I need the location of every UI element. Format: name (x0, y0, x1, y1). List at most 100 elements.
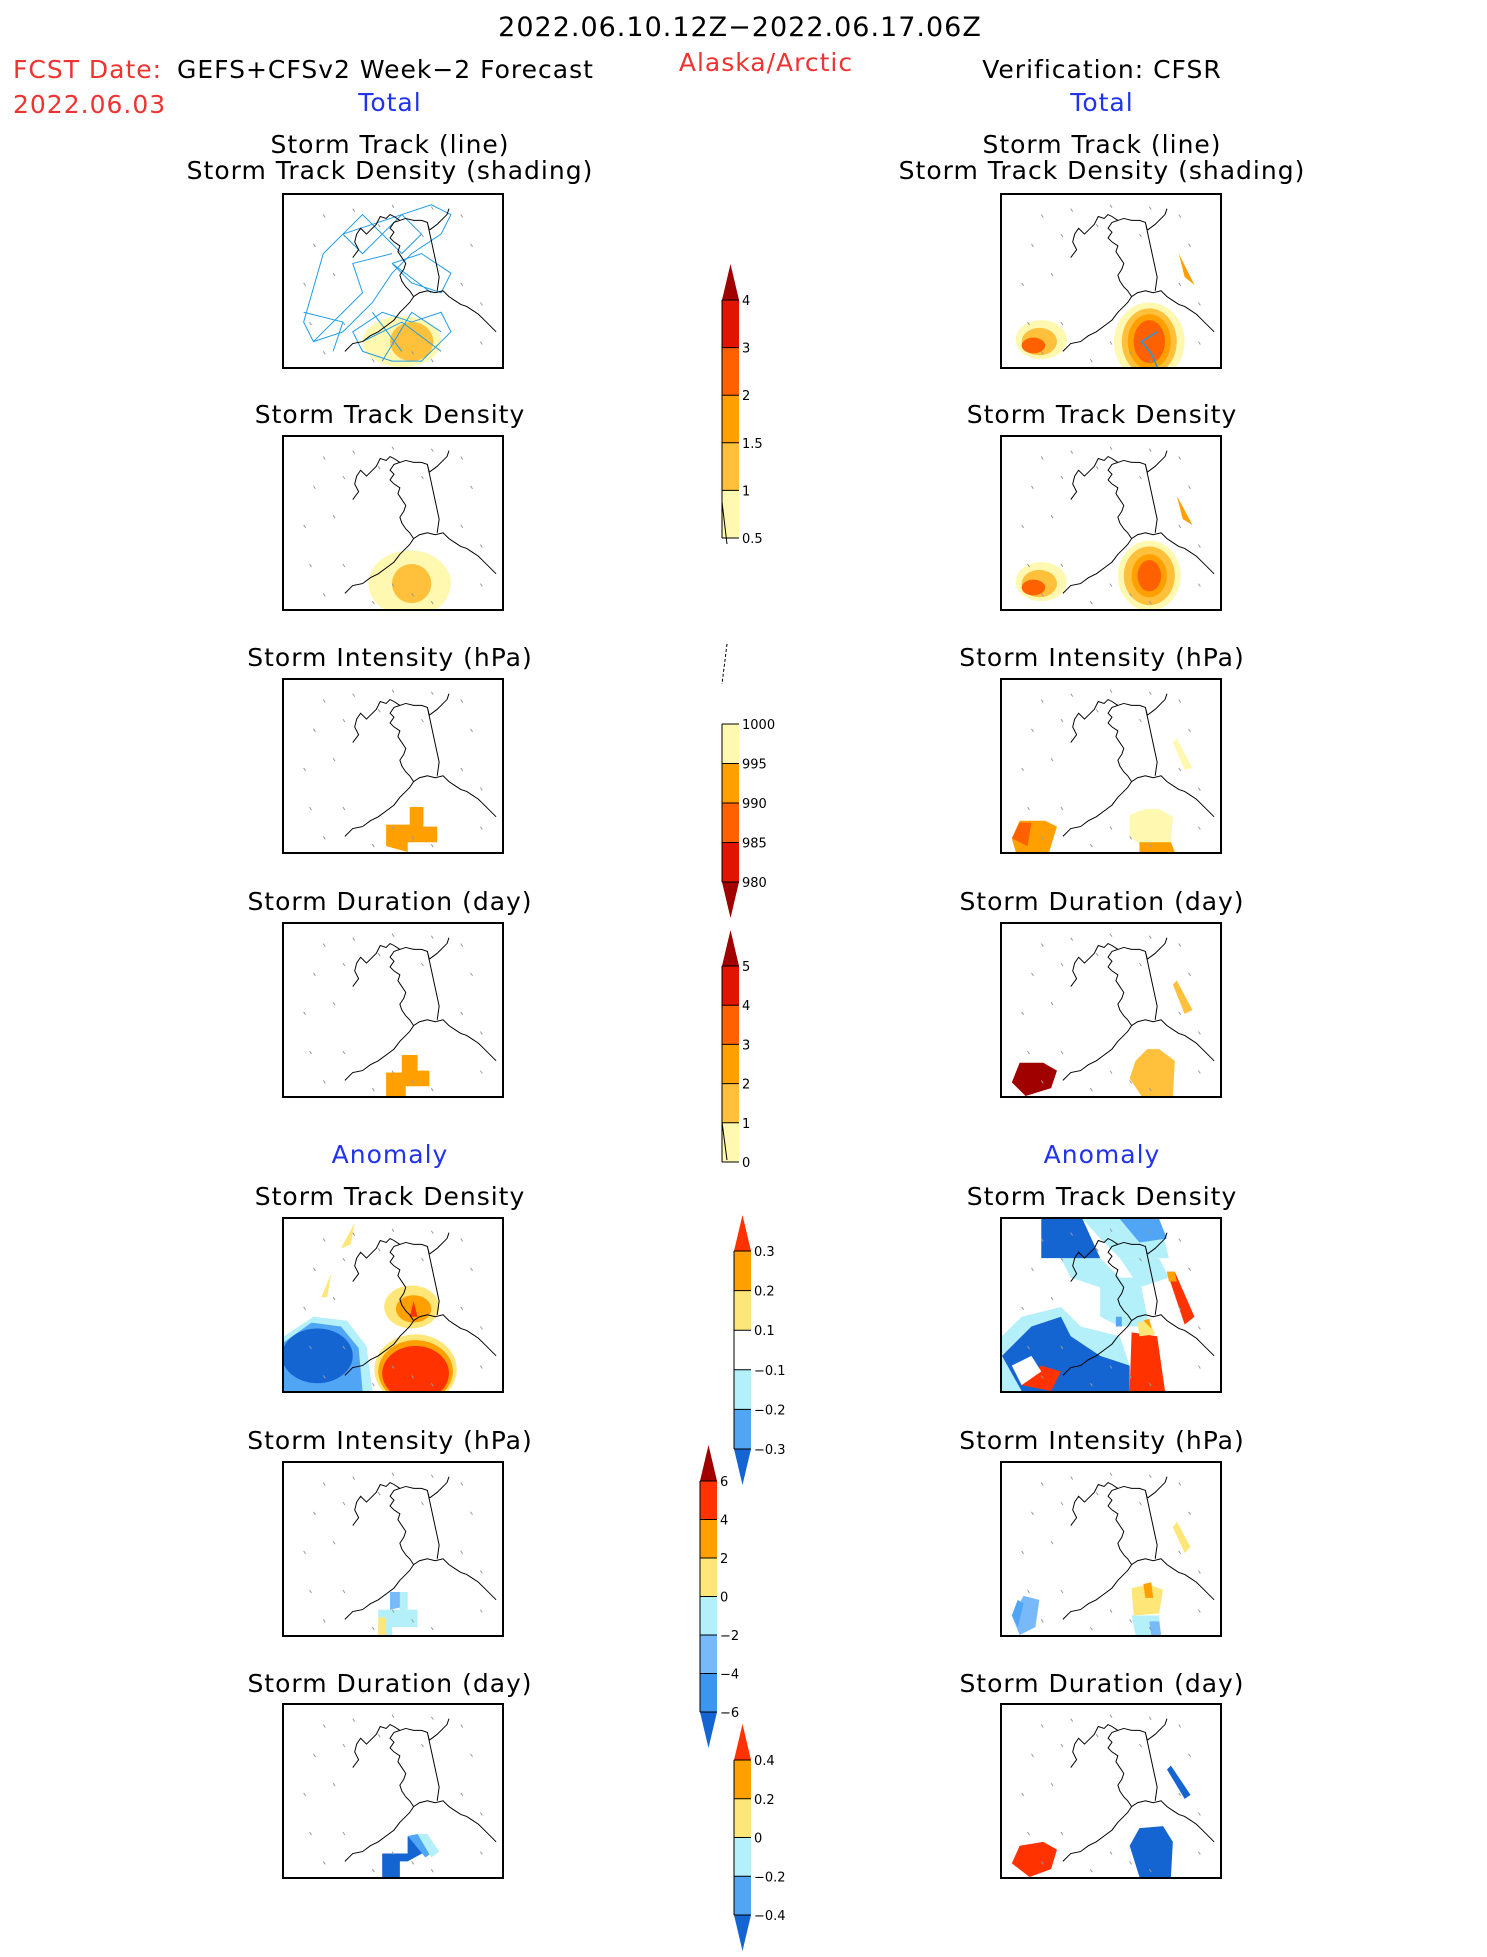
shading-region (1131, 1584, 1164, 1616)
graticule-mark (1027, 1050, 1030, 1055)
colorbar-band (734, 1760, 751, 1799)
graticule-mark (479, 1851, 483, 1855)
shading-region (386, 1054, 430, 1096)
colorbar-band (722, 395, 739, 443)
graticule-mark (303, 524, 307, 529)
graticule-mark (342, 1831, 346, 1836)
graticule-mark (332, 514, 336, 519)
graticule-mark (1148, 1087, 1152, 1092)
graticule-mark (309, 1345, 312, 1350)
graticule-mark (391, 689, 395, 693)
graticule-mark (322, 943, 326, 947)
panel-title-anom-intensity-verif: Storm Intensity (hPa) (959, 1426, 1245, 1455)
graticule-mark (391, 1714, 395, 1718)
graticule-mark (1148, 600, 1152, 605)
graticule-mark (352, 1232, 356, 1236)
graticule-mark (1109, 583, 1113, 587)
graticule-mark (479, 1609, 483, 1613)
graticule-mark (1197, 583, 1201, 587)
colorbar-tick-label: 995 (742, 758, 767, 773)
graticule-mark (1095, 466, 1099, 470)
graticule-mark (313, 972, 316, 977)
panel-title-density: Storm Track Density (254, 400, 526, 429)
graticule-mark (460, 1724, 464, 1728)
graticule-mark (470, 972, 473, 977)
colorbar-band (722, 490, 739, 538)
colorbar-tick-label: −0.2 (754, 1870, 786, 1885)
graticule-mark (313, 1511, 316, 1516)
graticule-mark (1109, 1070, 1113, 1074)
shading-region (1172, 980, 1193, 1014)
graticule-mark (1060, 1501, 1064, 1506)
alaska-coastline (344, 1476, 497, 1620)
map-fcst-intensity (282, 678, 504, 854)
graticule-mark (1021, 282, 1025, 287)
colorbar-stub-line (721, 1121, 728, 1161)
graticule-mark (1089, 358, 1093, 363)
graticule-mark (1197, 1070, 1201, 1074)
graticule-mark (391, 1365, 395, 1369)
graticule-mark (1040, 214, 1044, 218)
graticule-mark (1095, 1734, 1099, 1738)
colorbar-tick-label: 0.4 (754, 1754, 775, 1769)
graticule-mark (1027, 806, 1030, 811)
graticule-mark (1060, 1831, 1064, 1836)
graticule-mark (411, 351, 415, 355)
graticule-mark (1070, 450, 1074, 454)
graticule-mark (460, 456, 464, 460)
colorbar-band (722, 1044, 739, 1084)
colorbar-tick-label: 3 (742, 342, 750, 357)
graticule-mark (1031, 485, 1034, 490)
graticule-mark (421, 962, 424, 967)
storm-track-line (342, 213, 423, 255)
graticule-mark (479, 787, 483, 791)
graticule-mark (1109, 826, 1113, 830)
graticule-mark (1178, 214, 1182, 218)
graticule-mark (470, 485, 473, 490)
shading-region (321, 1273, 332, 1298)
colorbar-total-duration: 0 1 2 3 4 5 (721, 928, 792, 1204)
graticule-mark (313, 243, 316, 248)
colorbar-band (722, 300, 739, 348)
graticule-mark (1139, 1743, 1142, 1748)
graticule-mark (421, 1501, 424, 1506)
shading-region (1021, 579, 1046, 596)
graticule-mark (1148, 358, 1152, 363)
graticule-mark (371, 600, 375, 605)
graticule-mark (322, 1619, 326, 1623)
shading-region (1129, 809, 1173, 845)
map-fcst-track (282, 193, 504, 369)
shading-region (340, 1222, 355, 1249)
shading-region (1021, 337, 1046, 354)
graticule-mark (342, 1743, 346, 1748)
graticule-mark (1040, 1619, 1044, 1623)
fcst-date-value: 2022.06.03 (13, 90, 167, 119)
graticule-mark (1031, 972, 1034, 977)
graticule-mark (1197, 1031, 1201, 1035)
colorbar-tick-label: 1 (742, 1117, 750, 1132)
graticule-mark (313, 728, 316, 733)
colorbar-arrow-bottom (700, 1712, 717, 1748)
graticule-mark (421, 1257, 424, 1262)
shading-region (382, 1835, 426, 1877)
panel-title-anom-duration-verif: Storm Duration (day) (959, 1669, 1245, 1698)
colorbar-stub-line (721, 501, 728, 545)
graticule-mark (1060, 1589, 1064, 1594)
graticule-mark (377, 953, 381, 957)
graticule-mark (1060, 806, 1064, 811)
graticule-mark (1089, 1626, 1093, 1631)
alaska-coastline (1062, 937, 1215, 1081)
graticule-mark (1070, 1232, 1074, 1236)
graticule-mark (391, 826, 395, 830)
graticule-mark (1178, 456, 1182, 460)
graticule-mark (1148, 843, 1152, 848)
shading-region (407, 1834, 434, 1858)
shading-region (1011, 1841, 1057, 1877)
graticule-mark (309, 1589, 312, 1594)
panel-title-track-shading-verif: Storm Track Density (shading) (898, 156, 1306, 185)
colorbar-tick-label: −0.4 (754, 1909, 786, 1924)
graticule-mark (1095, 1248, 1099, 1252)
graticule-mark (1178, 524, 1182, 529)
colorbar-tick-label: −4 (720, 1668, 739, 1683)
colorbar-tick-label: 2 (742, 389, 750, 404)
